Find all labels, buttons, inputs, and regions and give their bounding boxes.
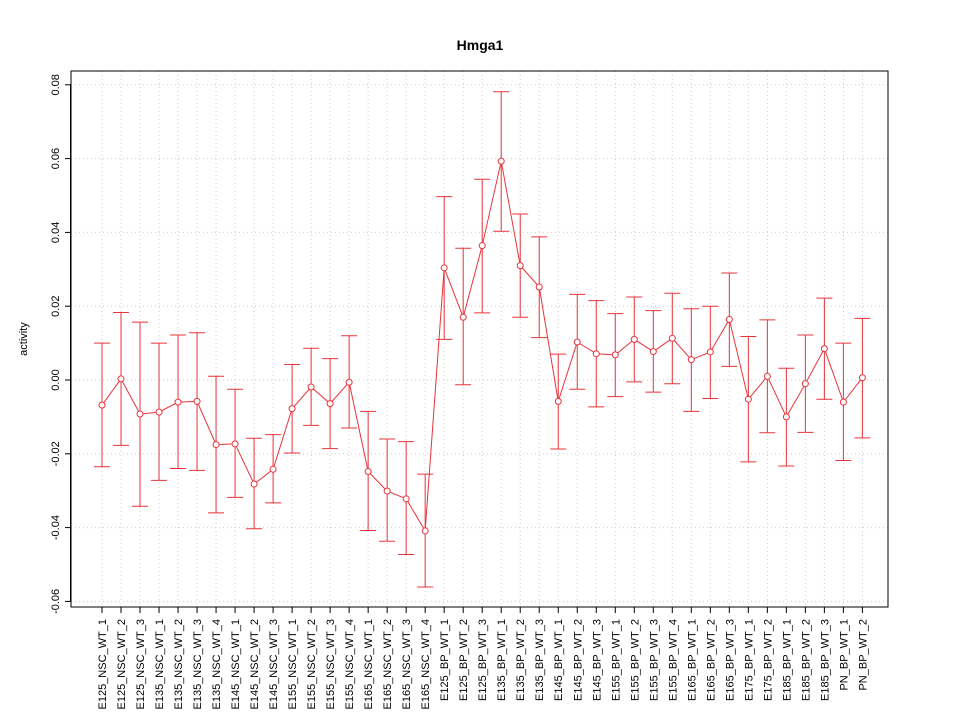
data-point xyxy=(516,262,524,270)
x-tick-label: E135_NSC_WT_1 xyxy=(154,619,166,710)
data-point xyxy=(782,413,790,421)
data-point xyxy=(174,398,182,406)
x-tick-label: E135_NSC_WT_2 xyxy=(173,619,185,710)
x-tick-label: E165_NSC_WT_1 xyxy=(363,619,375,710)
data-point xyxy=(440,264,448,272)
data-point xyxy=(383,487,391,495)
data-point xyxy=(288,405,296,413)
x-tick-label: E145_BP_WT_2 xyxy=(572,619,584,701)
x-tick-label: E155_NSC_WT_2 xyxy=(306,619,318,710)
x-tick-label: E155_BP_WT_2 xyxy=(629,619,641,701)
y-tick-label: -0.06 xyxy=(50,589,62,614)
data-point xyxy=(212,441,220,449)
x-tick-label: E125_NSC_WT_2 xyxy=(116,619,128,710)
x-tick-label: E145_NSC_WT_2 xyxy=(249,619,261,710)
y-tick-label: 0.06 xyxy=(50,148,62,169)
x-tick-label: E155_BP_WT_1 xyxy=(610,619,622,701)
data-point xyxy=(820,345,828,353)
x-tick-label: E155_NSC_WT_4 xyxy=(344,619,356,710)
x-tick-label: E175_BP_WT_1 xyxy=(743,619,755,701)
data-point xyxy=(155,408,163,416)
x-tick-label: E165_BP_WT_3 xyxy=(724,619,736,701)
x-tick-label: E145_BP_WT_1 xyxy=(553,619,565,701)
x-tick-label: E165_BP_WT_1 xyxy=(686,619,698,701)
plot-frame xyxy=(70,70,889,608)
x-tick-label: E145_BP_WT_3 xyxy=(591,619,603,701)
data-point xyxy=(687,356,695,364)
y-tick-label: 0.02 xyxy=(50,295,62,316)
x-tick-label: E125_NSC_WT_3 xyxy=(135,619,147,710)
x-tick-label: E125_BP_WT_2 xyxy=(458,619,470,701)
data-point xyxy=(421,527,429,535)
y-tick-label: -0.04 xyxy=(50,515,62,540)
x-tick-label: E165_NSC_WT_3 xyxy=(401,619,413,710)
data-point xyxy=(98,401,106,409)
chart-title: Hmga1 xyxy=(457,37,504,53)
x-tick-label: E165_NSC_WT_4 xyxy=(420,619,432,710)
x-tick-label: PN_BP_WT_1 xyxy=(838,619,850,691)
y-tick-label: -0.02 xyxy=(50,441,62,466)
data-point xyxy=(497,157,505,165)
data-point xyxy=(649,348,657,356)
x-tick-label: E125_BP_WT_1 xyxy=(439,619,451,701)
x-tick-label: E155_BP_WT_4 xyxy=(667,619,679,701)
data-point xyxy=(364,468,372,476)
data-point xyxy=(858,374,866,382)
x-tick-label: E125_BP_WT_3 xyxy=(477,619,489,701)
y-axis-label: activity xyxy=(18,322,30,356)
data-point xyxy=(668,334,676,342)
y-tick-label: 0.00 xyxy=(50,369,62,390)
x-tick-label: E155_BP_WT_3 xyxy=(648,619,660,701)
x-tick-label: E125_NSC_WT_1 xyxy=(97,619,109,710)
data-point xyxy=(763,372,771,380)
data-point xyxy=(402,495,410,503)
data-point xyxy=(706,348,714,356)
x-tick-label: E135_NSC_WT_4 xyxy=(211,619,223,710)
data-point xyxy=(478,242,486,250)
x-tick-label: E135_BP_WT_1 xyxy=(496,619,508,701)
y-axis: -0.06 -0.04 -0.02 0.00 0.02 0.04 0.06 0.08 xyxy=(50,74,71,614)
x-tick-label: E165_BP_WT_2 xyxy=(705,619,717,701)
x-tick-label: E175_BP_WT_2 xyxy=(762,619,774,701)
y-tick-label: 0.04 xyxy=(50,222,62,243)
data-point xyxy=(307,383,315,391)
x-tick-label: E185_BP_WT_2 xyxy=(800,619,812,701)
data-point xyxy=(136,410,144,418)
data-point xyxy=(611,351,619,359)
x-tick-label: E155_NSC_WT_1 xyxy=(287,619,299,710)
data-point xyxy=(535,283,543,291)
data-point xyxy=(269,465,277,473)
data-point xyxy=(725,315,733,323)
x-tick-label: E145_NSC_WT_3 xyxy=(268,619,280,710)
data-point xyxy=(326,400,334,408)
x-tick-label: E135_BP_WT_2 xyxy=(515,619,527,701)
data-point xyxy=(839,398,847,406)
x-tick-label: E155_NSC_WT_3 xyxy=(325,619,337,710)
x-tick-label: E135_BP_WT_3 xyxy=(534,619,546,701)
data-point xyxy=(744,395,752,403)
x-tick-label: E185_BP_WT_3 xyxy=(819,619,831,701)
y-tick-label: 0.08 xyxy=(50,74,62,95)
x-tick-label: E165_NSC_WT_2 xyxy=(382,619,394,710)
data-point xyxy=(573,338,581,346)
data-point xyxy=(459,313,467,321)
data-point xyxy=(117,375,125,383)
data-point xyxy=(345,378,353,386)
data-point xyxy=(592,350,600,358)
data-point xyxy=(630,335,638,343)
grid-lines xyxy=(71,71,888,607)
x-tick-label: PN_BP_WT_2 xyxy=(857,619,869,691)
x-tick-label: E135_NSC_WT_3 xyxy=(192,619,204,710)
x-tick-label: E185_BP_WT_1 xyxy=(781,619,793,701)
data-point xyxy=(554,397,562,405)
data-point xyxy=(801,380,809,388)
data-point xyxy=(193,397,201,405)
data-series xyxy=(94,91,871,588)
data-point xyxy=(250,480,258,488)
x-tick-label: E145_NSC_WT_1 xyxy=(230,619,242,710)
data-point xyxy=(231,440,239,448)
x-axis: E125_NSC_WT_1 E125_NSC_WT_2 E125_NSC_WT_3 E… xyxy=(97,607,869,710)
